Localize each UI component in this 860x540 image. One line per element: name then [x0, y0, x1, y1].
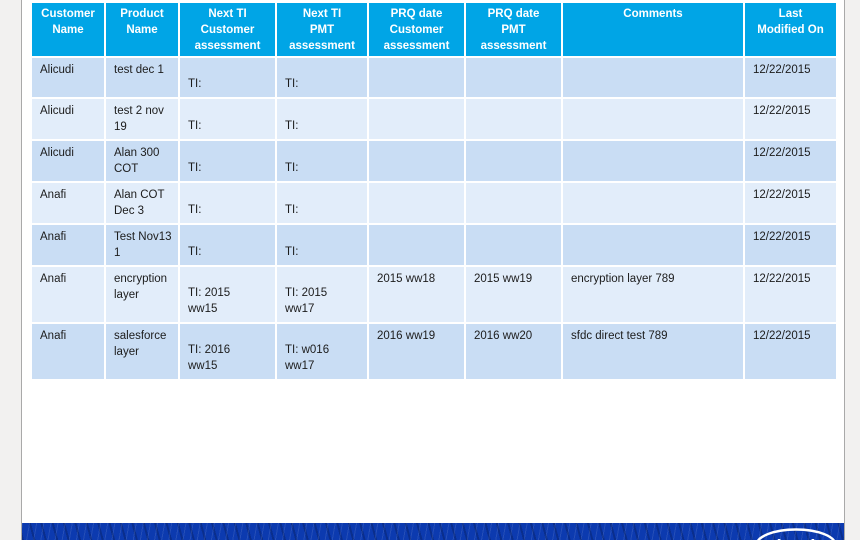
cell-last-modified: 12/22/2015: [745, 99, 836, 139]
cell-customer-name: Anafi: [32, 183, 104, 223]
col-header-last-modified[interactable]: Last Modified On: [745, 3, 836, 56]
cell-next-ti-customer: TI: 2015 ww15: [180, 267, 275, 322]
cell-comments: [563, 99, 743, 139]
cell-prq-pmt: [466, 141, 561, 181]
intel-logo-text: intel: [776, 537, 815, 540]
cell-product-name: test dec 1: [106, 58, 178, 97]
table-row: Anafi salesforce layer TI: 2016 ww15 TI:…: [32, 324, 836, 379]
cell-prq-pmt: [466, 99, 561, 139]
cell-last-modified: 12/22/2015: [745, 324, 836, 379]
col-header-comments[interactable]: Comments: [563, 3, 743, 56]
cell-prq-customer: [369, 99, 464, 139]
cell-product-name: Test Nov13 1: [106, 225, 178, 265]
cell-prq-customer: [369, 183, 464, 223]
cell-next-ti-pmt: TI:: [277, 141, 367, 181]
table-row: Anafi Test Nov13 1 TI: TI: 12/22/2015: [32, 225, 836, 265]
cell-prq-customer: [369, 225, 464, 265]
table-row: Alicudi Alan 300 COT TI: TI: 12/22/2015: [32, 141, 836, 181]
table-row: Anafi encryption layer TI: 2015 ww15 TI:…: [32, 267, 836, 322]
col-header-customer-name[interactable]: Customer Name: [32, 3, 104, 56]
cell-prq-pmt: 2016 ww20: [466, 324, 561, 379]
cell-product-name: encryption layer: [106, 267, 178, 322]
cell-prq-pmt: [466, 58, 561, 97]
cell-next-ti-pmt: TI:: [277, 58, 367, 97]
table-row: Alicudi test 2 nov 19 TI: TI: 12/22/2015: [32, 99, 836, 139]
cell-customer-name: Alicudi: [32, 141, 104, 181]
cell-customer-name: Anafi: [32, 225, 104, 265]
cell-comments: [563, 183, 743, 223]
cell-product-name: salesforce layer: [106, 324, 178, 379]
cell-next-ti-customer: TI:: [180, 141, 275, 181]
cell-comments: sfdc direct test 789: [563, 324, 743, 379]
table-header-row: Customer Name Product Name Next TI Custo…: [32, 3, 836, 56]
assessments-table: Customer Name Product Name Next TI Custo…: [30, 1, 838, 381]
table-row: Alicudi test dec 1 TI: TI: 12/22/2015: [32, 58, 836, 97]
cell-prq-pmt: 2015 ww19: [466, 267, 561, 322]
cell-product-name: test 2 nov 19: [106, 99, 178, 139]
cell-next-ti-customer: TI:: [180, 183, 275, 223]
cell-last-modified: 12/22/2015: [745, 141, 836, 181]
cell-prq-pmt: [466, 225, 561, 265]
footer-banner: intel: [22, 523, 844, 540]
cell-last-modified: 12/22/2015: [745, 183, 836, 223]
cell-prq-customer: 2015 ww18: [369, 267, 464, 322]
cell-customer-name: Anafi: [32, 267, 104, 322]
cell-next-ti-customer: TI:: [180, 99, 275, 139]
cell-next-ti-pmt: TI: w016 ww17: [277, 324, 367, 379]
cell-last-modified: 12/22/2015: [745, 225, 836, 265]
content-panel: Customer Name Product Name Next TI Custo…: [21, 0, 845, 540]
cell-next-ti-customer: TI: 2016 ww15: [180, 324, 275, 379]
cell-comments: [563, 225, 743, 265]
cell-prq-customer: [369, 141, 464, 181]
col-header-prq-pmt[interactable]: PRQ date PMT assessment: [466, 3, 561, 56]
cell-next-ti-pmt: TI:: [277, 99, 367, 139]
cell-next-ti-pmt: TI:: [277, 183, 367, 223]
cell-prq-pmt: [466, 183, 561, 223]
cell-next-ti-customer: TI:: [180, 225, 275, 265]
intel-logo-icon: intel: [757, 528, 835, 540]
table-row: Anafi Alan COT Dec 3 TI: TI: 12/22/2015: [32, 183, 836, 223]
cell-customer-name: Alicudi: [32, 99, 104, 139]
cell-customer-name: Alicudi: [32, 58, 104, 97]
cell-comments: [563, 58, 743, 97]
cell-next-ti-pmt: TI:: [277, 225, 367, 265]
cell-product-name: Alan COT Dec 3: [106, 183, 178, 223]
cell-prq-customer: [369, 58, 464, 97]
cell-last-modified: 12/22/2015: [745, 58, 836, 97]
cell-next-ti-pmt: TI: 2015 ww17: [277, 267, 367, 322]
col-header-next-ti-customer[interactable]: Next TI Customer assessment: [180, 3, 275, 56]
col-header-next-ti-pmt[interactable]: Next TI PMT assessment: [277, 3, 367, 56]
cell-comments: [563, 141, 743, 181]
cell-customer-name: Anafi: [32, 324, 104, 379]
cell-prq-customer: 2016 ww19: [369, 324, 464, 379]
cell-next-ti-customer: TI:: [180, 58, 275, 97]
col-header-product-name[interactable]: Product Name: [106, 3, 178, 56]
cell-comments: encryption layer 789: [563, 267, 743, 322]
cell-last-modified: 12/22/2015: [745, 267, 836, 322]
cell-product-name: Alan 300 COT: [106, 141, 178, 181]
col-header-prq-customer[interactable]: PRQ date Customer assessment: [369, 3, 464, 56]
